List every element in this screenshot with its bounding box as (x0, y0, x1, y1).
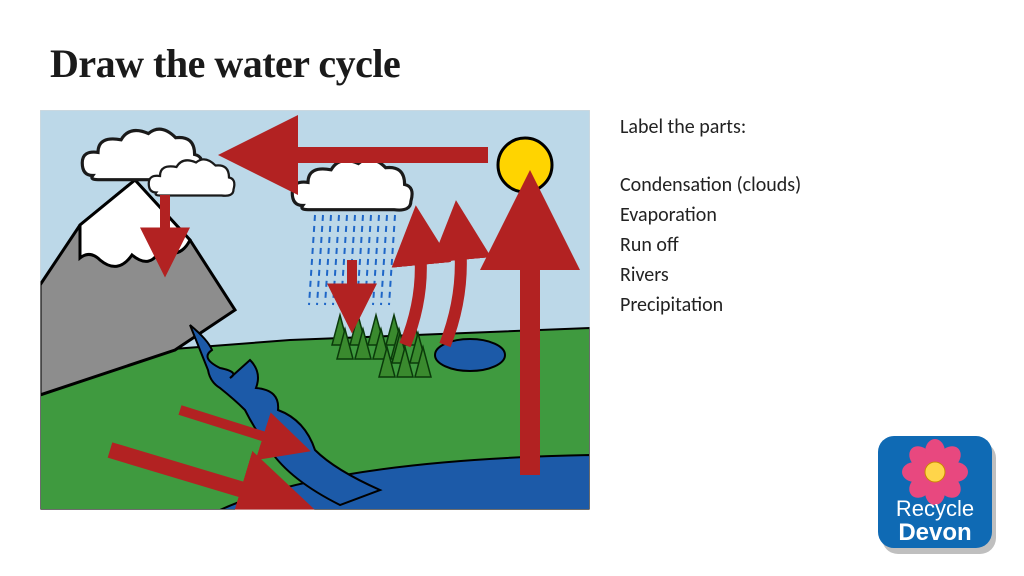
labels-heading: Label the parts: (620, 112, 801, 142)
recycle-devon-logo: RecycleDevon (878, 436, 996, 554)
label-item: Evaporation (620, 200, 801, 230)
label-item: Run off (620, 230, 801, 260)
label-item: Rivers (620, 260, 801, 290)
logo-svg: RecycleDevon (878, 436, 996, 554)
water-cycle-diagram (40, 110, 590, 510)
page-title: Draw the water cycle (50, 40, 400, 87)
sun-icon (498, 138, 552, 192)
logo-text-line2: Devon (898, 519, 971, 546)
labels-panel: Label the parts: Condensation (clouds) E… (620, 112, 801, 320)
label-item: Condensation (clouds) (620, 170, 801, 200)
spacer (620, 142, 801, 170)
label-item: Precipitation (620, 290, 801, 320)
logo-text-line1: Recycle (896, 496, 974, 521)
diagram-svg (40, 110, 590, 510)
